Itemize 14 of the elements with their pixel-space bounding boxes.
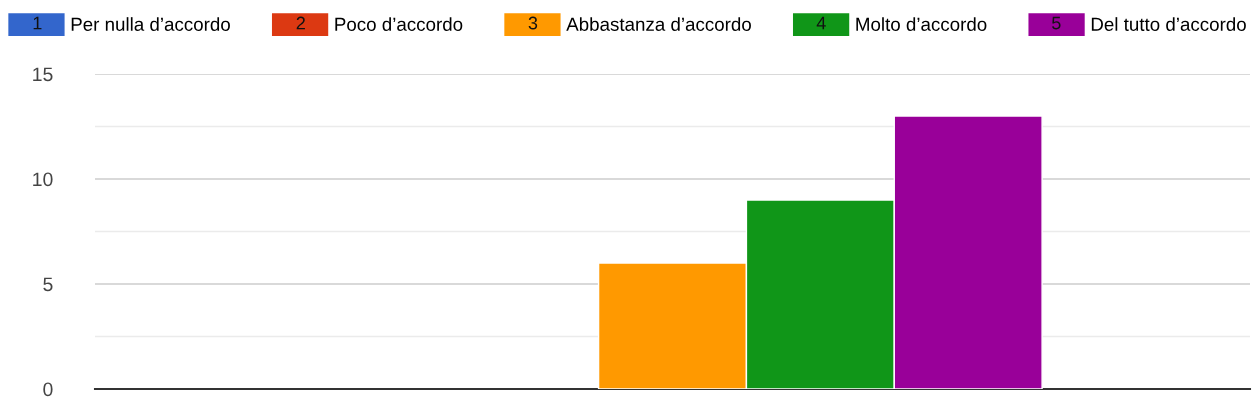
y-tick-label: 15 <box>33 67 53 82</box>
y-tick-label: 10 <box>33 172 53 187</box>
legend-label: Poco d’accordo <box>335 17 463 31</box>
text: 5 <box>1052 16 1061 30</box>
legend-label: Del tutto d’accordo <box>1091 17 1246 31</box>
legend-label: Molto d’accordo <box>856 17 987 31</box>
y-tick-label: 5 <box>43 277 53 292</box>
y-tick-label: 0 <box>43 382 53 397</box>
legend-label: Abbastanza d’accordo <box>566 17 751 31</box>
legend-label: Per nulla d’accordo <box>71 17 230 31</box>
text: 1 <box>33 16 42 30</box>
text: 2 <box>296 16 305 30</box>
text: 3 <box>528 16 538 30</box>
text: 4 <box>816 16 826 30</box>
